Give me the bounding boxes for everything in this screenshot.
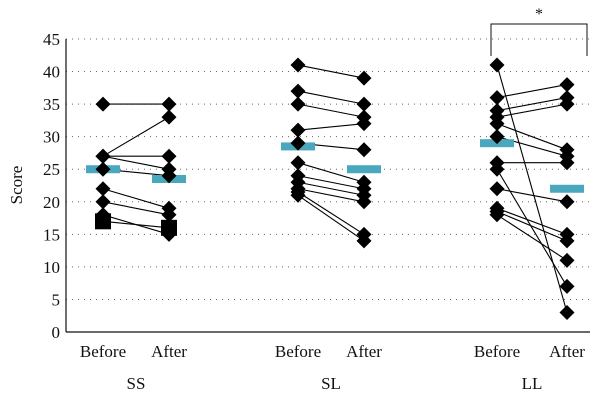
significance-label: * <box>535 6 543 23</box>
data-point-after <box>559 194 575 210</box>
pair-line <box>496 123 568 151</box>
data-point-after <box>559 155 575 171</box>
data-point-after <box>356 70 372 86</box>
group-label: SL <box>321 374 341 393</box>
pair-line <box>496 64 568 313</box>
pair-line <box>297 191 365 235</box>
data-point-after <box>559 77 575 93</box>
pair-line <box>102 220 170 229</box>
pair-lines <box>102 64 568 313</box>
y-tick-label: 25 <box>43 160 60 179</box>
data-point-before <box>489 129 505 145</box>
pair-line <box>496 207 568 235</box>
data-point-before <box>95 213 111 230</box>
data-point-before <box>95 96 111 112</box>
data-point-before <box>489 90 505 106</box>
data-point-after <box>161 148 177 164</box>
x-tick-label: After <box>346 342 382 361</box>
data-point-after <box>559 252 575 268</box>
data-point-after <box>356 194 372 210</box>
pair-line <box>297 90 365 105</box>
x-tick-label: Before <box>474 342 520 361</box>
pair-line <box>297 64 365 79</box>
data-point-after <box>559 233 575 249</box>
pair-line <box>496 168 568 287</box>
y-tick-label: 5 <box>52 290 61 309</box>
pair-line <box>297 103 365 118</box>
y-tick-label: 15 <box>43 225 60 244</box>
pair-line <box>297 181 365 196</box>
significance-bracket <box>490 23 588 56</box>
pair-line <box>496 84 568 99</box>
y-tick-label: 30 <box>43 128 60 147</box>
grid-lines <box>66 38 590 300</box>
data-point-before <box>489 181 505 197</box>
y-tick-label: 40 <box>43 63 60 82</box>
data-point-before <box>95 161 111 177</box>
data-point-after <box>356 116 372 132</box>
pair-line <box>102 116 170 157</box>
pair-line <box>496 97 568 112</box>
data-point-before <box>290 96 306 112</box>
pair-line <box>297 194 365 242</box>
pair-line <box>297 162 365 183</box>
pair-line <box>496 214 568 261</box>
data-point-after <box>356 233 372 249</box>
data-point-after <box>356 142 372 158</box>
pair-line <box>297 188 365 203</box>
x-tick-label: After <box>151 342 187 361</box>
pair-line <box>496 103 568 118</box>
y-tick-label: 45 <box>43 30 60 49</box>
pair-line <box>102 155 170 170</box>
pair-line <box>102 188 170 209</box>
data-markers <box>95 57 575 320</box>
y-tick-label: 35 <box>43 95 60 114</box>
pair-line <box>496 188 568 203</box>
mean-bar-after <box>347 165 381 174</box>
group-label: SS <box>127 374 146 393</box>
data-point-before <box>489 116 505 132</box>
data-point-after <box>161 207 177 223</box>
data-point-before <box>95 181 111 197</box>
x-tick-label: Before <box>275 342 321 361</box>
data-point-before <box>95 148 111 164</box>
data-point-before <box>290 122 306 138</box>
x-tick-label: After <box>549 342 585 361</box>
data-point-before <box>489 161 505 177</box>
pair-line <box>102 201 170 216</box>
data-point-before <box>290 135 306 151</box>
axes <box>65 39 590 333</box>
data-point-before <box>290 57 306 73</box>
data-point-after <box>559 96 575 112</box>
data-point-before <box>290 155 306 171</box>
pair-line <box>297 175 365 190</box>
y-tick-label: 10 <box>43 258 60 277</box>
data-point-before <box>290 187 306 203</box>
data-point-after <box>161 219 177 236</box>
data-point-after <box>161 168 177 184</box>
x-tick-label: Before <box>80 342 126 361</box>
y-tick-label: 0 <box>52 323 61 342</box>
y-tick-label: 20 <box>43 193 60 212</box>
mean-bar-after <box>550 184 584 193</box>
pair-line <box>496 211 568 242</box>
data-point-before <box>95 194 111 210</box>
data-point-before <box>489 57 505 73</box>
data-point-before <box>489 207 505 223</box>
data-point-after <box>559 278 575 294</box>
data-point-before <box>290 83 306 99</box>
pair-line <box>297 123 365 131</box>
data-point-after <box>356 96 372 112</box>
data-point-after <box>559 304 575 320</box>
y-axis-label: Score <box>7 166 26 205</box>
data-point-after <box>161 109 177 125</box>
data-point-after <box>161 96 177 112</box>
group-label: LL <box>522 374 543 393</box>
